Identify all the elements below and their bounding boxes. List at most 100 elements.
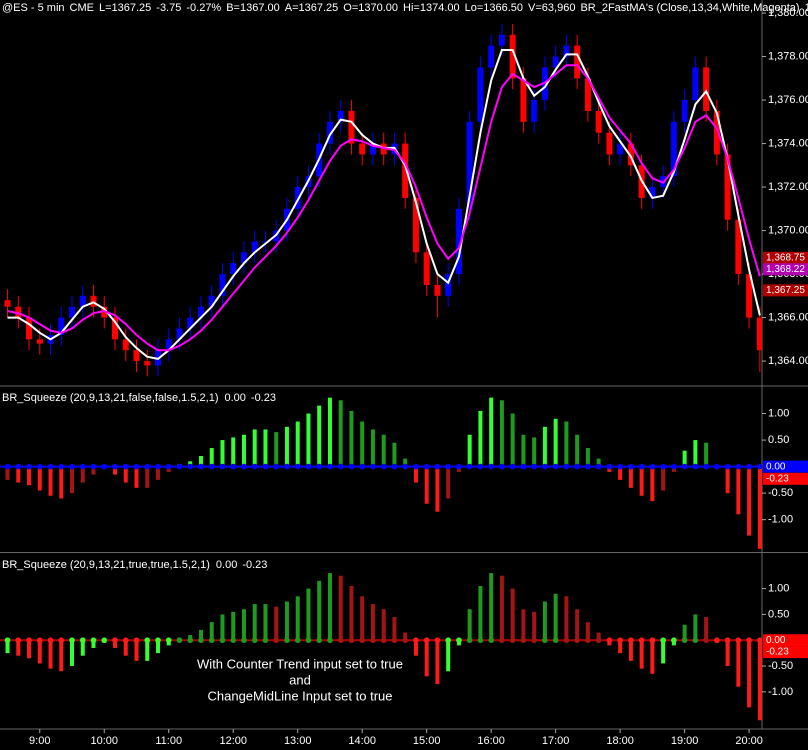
candle-body [165, 339, 172, 351]
midline-dot [4, 637, 11, 644]
histogram-bar [618, 640, 623, 654]
candle-body [617, 143, 624, 155]
header-text: A=1367.25 [285, 2, 339, 14]
midline-dot [26, 637, 32, 644]
midline-dot [144, 463, 151, 470]
midline-dot [445, 463, 451, 470]
histogram-bar [48, 640, 53, 669]
midline-dot [230, 637, 237, 644]
price-marker-label: -0.23 [766, 473, 789, 484]
candle-body [101, 306, 108, 318]
candle-body [477, 67, 484, 122]
histogram-bar [274, 606, 279, 641]
midline-dot [735, 463, 742, 470]
midline-dot [413, 637, 419, 644]
histogram-bar [435, 640, 440, 685]
histogram-bar [682, 450, 687, 467]
midline-dot [746, 637, 752, 644]
midline-dot [574, 637, 580, 644]
histogram-bar [91, 466, 96, 475]
candle-body [4, 300, 11, 307]
candle-body [681, 100, 688, 122]
histogram-bar [112, 640, 117, 648]
y-tick-label: 1,372.00 [768, 181, 808, 193]
midline-dot [112, 637, 118, 644]
histogram-bar [639, 640, 644, 669]
histogram-bar [5, 466, 10, 480]
histogram-bar [489, 573, 494, 641]
midline-dot [219, 463, 226, 470]
histogram-bar [59, 466, 64, 499]
price-marker-box [763, 284, 808, 297]
histogram-bar [693, 440, 698, 467]
histogram-bar [91, 640, 96, 648]
midline-dot [176, 463, 183, 470]
indicator-value: 0.00 [224, 392, 245, 404]
midline-dot [176, 637, 183, 644]
midline-dot [122, 463, 129, 470]
histogram-bar [349, 410, 354, 467]
candle-body [563, 45, 570, 57]
midline-dot [262, 463, 269, 470]
candle-body [552, 56, 559, 68]
midline-dot [155, 637, 161, 644]
candle-body [466, 121, 473, 209]
midline-dot [520, 637, 527, 644]
histogram-bar [424, 640, 429, 677]
midline-dot [380, 637, 387, 644]
candle-body [36, 339, 43, 344]
price-marker-box [763, 460, 808, 473]
price-marker-label: -0.23 [766, 647, 789, 658]
histogram-bar [263, 429, 268, 467]
histogram-bar [564, 421, 569, 467]
header-text: Lo=1366.50 [465, 2, 523, 14]
histogram-bar [16, 466, 21, 483]
histogram-bar [757, 466, 762, 549]
candle-body [692, 67, 699, 101]
midline-dot [703, 463, 709, 470]
midline-dot [660, 637, 666, 644]
histogram-bar [16, 640, 21, 656]
histogram-bar [585, 448, 590, 467]
midline-dot [488, 463, 494, 470]
header-text: L=1367.25 [99, 2, 151, 14]
midline-dot [370, 463, 376, 470]
histogram-bar [327, 397, 332, 467]
midline-dot [241, 637, 247, 644]
midline-dot [101, 463, 108, 470]
x-tick-label: 16:00 [477, 735, 505, 747]
candle-body [79, 295, 86, 307]
midline-dot [456, 637, 462, 644]
midline-dot [509, 463, 516, 470]
candle-body [724, 154, 731, 220]
histogram-bar [757, 640, 762, 721]
histogram-bar [542, 426, 547, 467]
histogram-bar [682, 624, 687, 641]
midline-dot [746, 463, 752, 470]
candle-body [294, 187, 301, 209]
histogram-bar [650, 640, 655, 674]
candle-body [509, 34, 516, 79]
midline-dot [692, 463, 699, 470]
midline-dot [359, 637, 365, 644]
histogram-bar [284, 601, 289, 641]
midline-dot [402, 463, 408, 470]
y-tick-label: 1,378.00 [768, 50, 808, 62]
midline-dot [423, 637, 430, 644]
histogram-bar [231, 437, 236, 467]
midline-dot [757, 637, 762, 644]
histogram-bar [198, 455, 203, 467]
midline-dot [219, 637, 226, 644]
histogram-bar [370, 604, 375, 641]
price-marker-label: 1,367.25 [766, 285, 805, 296]
midline-dot [187, 637, 194, 644]
midline-dot [628, 637, 634, 644]
midline-dot [703, 637, 709, 644]
candle-body [111, 317, 118, 340]
price-plot [4, 23, 762, 377]
midline-dot [251, 463, 258, 470]
histogram-bar [403, 632, 408, 641]
y-tick-label: 1.00 [768, 582, 789, 594]
midline-dot [36, 637, 43, 644]
histogram-bar [532, 437, 537, 467]
